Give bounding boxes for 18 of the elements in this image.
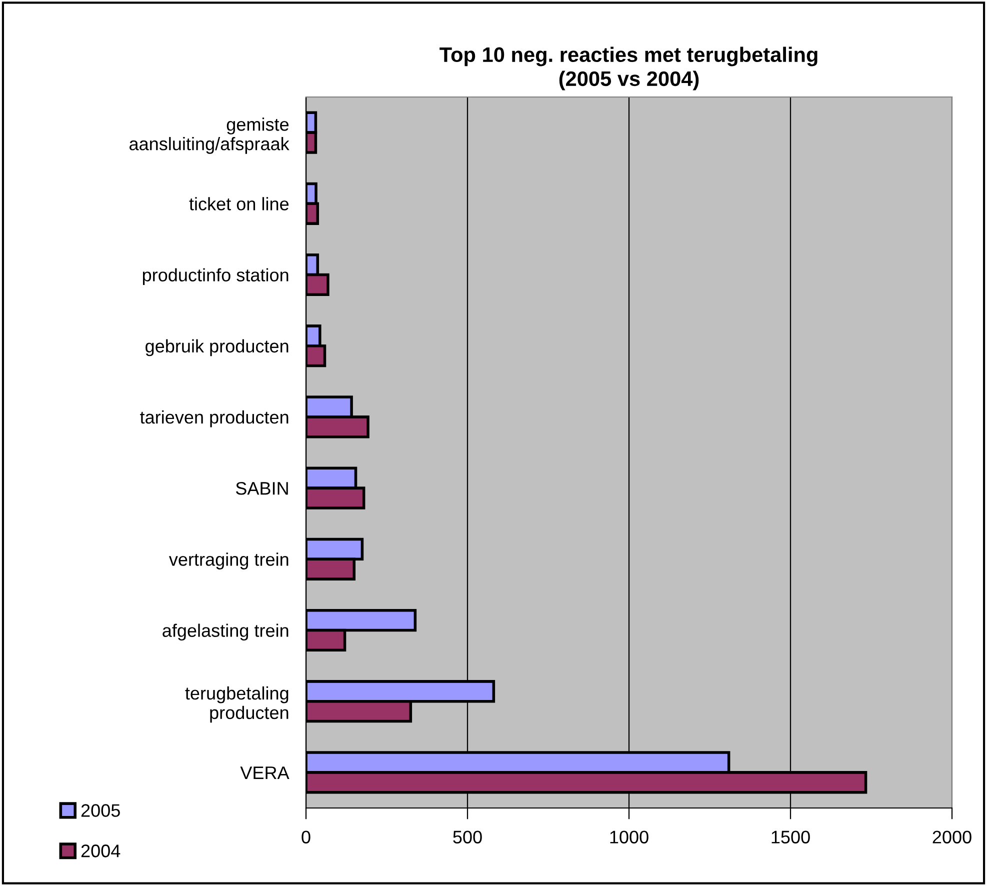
chart-title: Top 10 neg. reacties met terugbetaling (2005 vs 2004) [440, 46, 818, 90]
y-tick-label: VERA [240, 766, 290, 779]
legend-label: 2004 [81, 844, 120, 858]
y-tick-label: tarieven producten [140, 410, 288, 428]
x-tick-label: 2000 [932, 830, 972, 844]
x-tick-label: 1000 [610, 830, 648, 844]
y-tick-label: afgelasting trein [162, 624, 288, 641]
y-tick-label: productinfo station [142, 268, 288, 286]
y-tick-label: gemiste aansluiting/afspraak [130, 118, 290, 154]
y-tick-label: terugbetaling producten [185, 686, 288, 723]
x-tick-label: 1500 [772, 830, 810, 844]
x-tick-label: 500 [453, 830, 482, 844]
y-tick-label: gebruik producten [146, 339, 288, 356]
x-tick-label: 0 [302, 830, 310, 844]
y-tick-label: ticket on line [189, 197, 289, 210]
y-tick-label: SABIN [236, 482, 288, 495]
legend-label: 2005 [81, 804, 120, 817]
y-tick-label: vertraging trein [168, 552, 288, 570]
